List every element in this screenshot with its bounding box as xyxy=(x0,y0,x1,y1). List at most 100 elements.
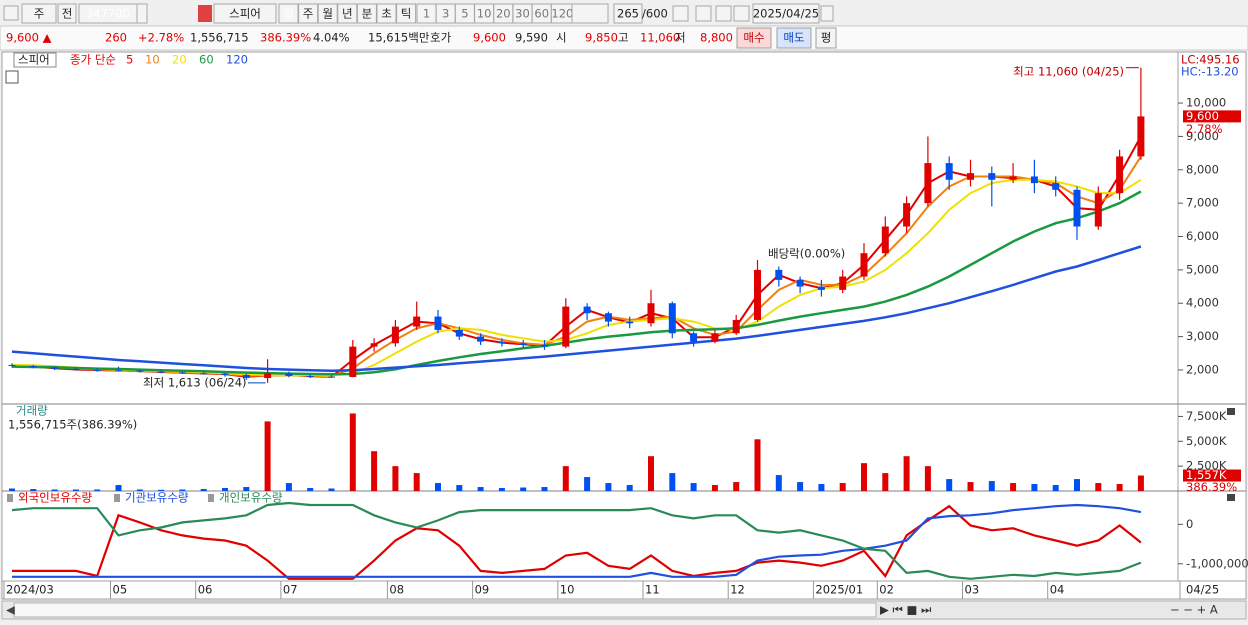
tool-icon[interactable] xyxy=(733,5,750,22)
order-button-label[interactable]: 매수 xyxy=(743,31,764,45)
button-label[interactable]: 전 xyxy=(137,7,148,21)
candle-body xyxy=(264,373,272,378)
button[interactable] xyxy=(213,3,277,24)
volume-bar xyxy=(797,482,804,491)
volume-bar xyxy=(1031,484,1038,491)
volume-bar xyxy=(733,482,740,491)
button[interactable] xyxy=(317,3,338,24)
menu-icon[interactable] xyxy=(3,5,19,21)
x-tick-label: 12 xyxy=(730,583,745,597)
candle-body xyxy=(732,319,740,334)
candle-body xyxy=(200,373,208,375)
button-label[interactable]: 30 xyxy=(515,7,530,21)
dropdown[interactable] xyxy=(571,3,609,24)
order-button[interactable] xyxy=(815,27,837,49)
button-label[interactable]: 년 xyxy=(342,7,353,21)
pane-close[interactable] xyxy=(1227,408,1235,415)
candle-body xyxy=(434,316,442,330)
volume-bar xyxy=(285,483,292,491)
order-button-label[interactable]: 평 xyxy=(821,31,832,45)
button-label[interactable]: 120 xyxy=(551,7,573,21)
button[interactable] xyxy=(21,3,57,24)
button-label[interactable]: 10 xyxy=(477,7,492,21)
candle-body xyxy=(1030,176,1038,184)
button[interactable] xyxy=(396,3,417,24)
button-label[interactable]: 전 xyxy=(62,7,73,21)
scroll-left[interactable]: ◀ xyxy=(6,603,15,617)
volume-bar xyxy=(1095,483,1102,491)
order-button[interactable] xyxy=(776,27,812,49)
scroll-thumb[interactable] xyxy=(13,602,877,618)
button-label[interactable]: 틱 xyxy=(401,7,412,21)
tool-icon[interactable] xyxy=(672,5,689,22)
legend-name: 스피어 xyxy=(18,53,50,67)
button-label[interactable]: 347700 xyxy=(86,7,130,21)
button-label[interactable]: 2025/04/25 xyxy=(753,7,819,21)
button-label[interactable]: 주 xyxy=(303,7,314,21)
button[interactable] xyxy=(136,3,148,24)
candle-body xyxy=(455,329,463,337)
volume-bar xyxy=(51,489,58,491)
candle-body xyxy=(136,370,144,372)
volume-bar xyxy=(775,475,782,491)
volume-bar xyxy=(967,482,974,491)
candle-body xyxy=(391,326,399,344)
button-label[interactable]: 5 xyxy=(461,7,468,21)
y-tick-label: 9,000 xyxy=(1186,129,1219,143)
order-button-label[interactable]: 매도 xyxy=(783,31,804,45)
volume-bar xyxy=(1116,484,1123,491)
tool-icon[interactable] xyxy=(715,5,732,22)
button-label[interactable]: 20 xyxy=(496,7,511,21)
button[interactable] xyxy=(57,3,77,24)
button-label[interactable]: 일 xyxy=(283,7,294,21)
button[interactable] xyxy=(376,3,397,24)
y-tick-label: 5,000 xyxy=(1186,262,1219,276)
button-label[interactable]: 1 xyxy=(423,7,430,21)
button-label[interactable]: 60 xyxy=(534,7,549,21)
volume-bar xyxy=(669,473,676,491)
button-label[interactable]: 주 xyxy=(34,7,45,21)
candle-body xyxy=(413,316,421,327)
candle-body xyxy=(1137,116,1145,157)
tool-icon[interactable] xyxy=(695,5,712,22)
quote-ask-label: 호가 xyxy=(430,31,452,45)
button[interactable] xyxy=(613,3,643,24)
button[interactable] xyxy=(278,3,299,24)
volume-last-change: 386.39% xyxy=(1186,480,1237,494)
x-tick-label: 04/25 xyxy=(1186,583,1219,597)
button[interactable] xyxy=(337,3,358,24)
candle-body xyxy=(328,376,335,378)
button-label[interactable]: 265 xyxy=(617,7,639,21)
button-label[interactable]: 스피어 xyxy=(229,7,261,21)
calendar-icon[interactable] xyxy=(820,5,834,22)
quote-low: 8,800 xyxy=(700,31,733,45)
candle-body xyxy=(51,367,59,369)
button[interactable] xyxy=(356,3,377,24)
button-label[interactable]: 분 xyxy=(362,7,373,21)
volume-bar xyxy=(818,484,825,491)
y-tick-label: 10,000 xyxy=(1186,96,1226,110)
pane-close[interactable] xyxy=(1227,494,1235,501)
holding-line xyxy=(12,504,1142,580)
volume-bar xyxy=(1052,485,1059,491)
order-button[interactable] xyxy=(736,27,772,49)
quote-change: 260 xyxy=(105,31,127,45)
button-label[interactable]: 초 xyxy=(381,7,392,21)
volume-bar xyxy=(115,485,122,491)
button-label[interactable]: 월 xyxy=(322,7,333,21)
legend-icon xyxy=(114,494,120,502)
button[interactable] xyxy=(298,3,319,24)
scroll-right[interactable]: ▶ ⏮ ■ ⏭ xyxy=(880,603,932,617)
volume-bar xyxy=(1010,483,1017,491)
grid-icon[interactable] xyxy=(5,70,19,84)
volume-bar xyxy=(435,483,441,491)
button[interactable] xyxy=(752,3,820,24)
red-tag xyxy=(198,5,212,22)
zoom-controls[interactable]: − − + A xyxy=(1170,603,1218,617)
quote-low-label: 저 xyxy=(675,31,686,45)
candle-body xyxy=(498,341,506,344)
x-tick-label: 05 xyxy=(113,583,128,597)
volume-bar xyxy=(179,489,186,491)
button-label[interactable]: 3 xyxy=(442,7,449,21)
volume-bar xyxy=(690,483,697,491)
